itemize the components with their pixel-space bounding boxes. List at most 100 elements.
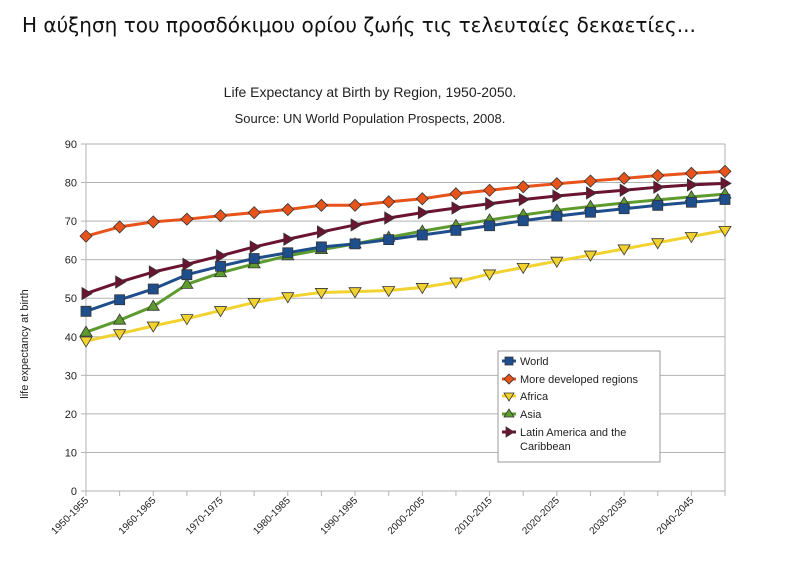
data-point-marker — [381, 286, 396, 298]
legend-item: More developed regions — [502, 373, 639, 386]
data-point-marker — [281, 202, 295, 217]
data-point-marker — [449, 277, 463, 289]
y-tick-label: 20 — [65, 409, 77, 421]
data-point-marker — [215, 260, 226, 272]
data-point-marker — [449, 187, 463, 201]
data-point-marker — [415, 283, 430, 295]
series-latin-america-and-the-caribbean — [81, 176, 732, 301]
y-tick-label: 30 — [65, 370, 77, 382]
data-point-marker — [484, 220, 495, 232]
x-tick-label: 2030-2035 — [588, 495, 630, 537]
data-point-marker — [283, 232, 295, 246]
data-point-marker — [115, 275, 127, 289]
data-point-marker — [180, 277, 194, 289]
data-point-marker — [247, 298, 261, 310]
data-point-marker — [653, 180, 665, 194]
data-point-marker — [213, 306, 228, 318]
series-world — [80, 194, 731, 317]
data-point-marker — [113, 220, 127, 234]
x-tick-label: 1970-1975 — [184, 495, 226, 537]
legend-item: Asia — [502, 408, 542, 421]
legend-label: Asia — [520, 409, 542, 421]
data-point-marker — [249, 240, 261, 254]
data-point-marker — [213, 209, 228, 223]
data-point-marker — [384, 211, 396, 225]
data-point-marker — [504, 356, 514, 366]
legend-label: More developed regions — [520, 374, 639, 386]
y-tick-label: 60 — [65, 255, 77, 267]
x-tick-label: 1960-1965 — [117, 495, 159, 537]
data-point-marker — [114, 294, 126, 306]
series-line — [85, 192, 726, 334]
data-point-marker — [314, 288, 329, 300]
data-point-marker — [684, 166, 698, 180]
chart-title: Life Expectancy at Birth by Region, 1950… — [224, 84, 517, 100]
data-point-marker — [247, 206, 261, 220]
data-point-marker — [651, 238, 665, 250]
legend-label: World — [520, 356, 549, 368]
y-tick-label: 40 — [65, 332, 77, 344]
data-point-marker — [503, 373, 515, 385]
data-point-marker — [146, 299, 160, 311]
chart-series — [79, 164, 732, 348]
y-tick-label: 90 — [65, 139, 77, 151]
data-point-marker — [485, 197, 497, 211]
data-point-marker — [348, 287, 362, 299]
data-point-marker — [505, 426, 515, 438]
data-point-marker — [551, 210, 563, 222]
data-point-marker — [586, 186, 598, 200]
data-point-marker — [516, 262, 530, 275]
data-point-marker — [148, 265, 161, 279]
data-point-marker — [146, 321, 160, 333]
slide-heading: Η αύξηση του προσδόκιμου ορίου ζωής τις … — [22, 13, 696, 37]
series-asia — [79, 187, 732, 337]
legend-label: Latin America and the Caribbean — [520, 427, 626, 453]
data-point-marker — [81, 286, 93, 301]
data-point-marker — [517, 215, 529, 227]
data-point-marker — [349, 238, 361, 250]
data-point-marker — [316, 241, 327, 253]
data-point-marker — [550, 177, 564, 191]
data-point-marker — [503, 392, 515, 402]
legend-item: Latin America and the Caribbean — [502, 426, 626, 453]
data-point-marker — [79, 229, 93, 243]
data-point-marker — [684, 232, 699, 244]
data-point-marker — [248, 253, 260, 264]
x-tick-label: 1980-1985 — [251, 495, 293, 537]
data-point-marker — [79, 336, 93, 348]
data-point-marker — [719, 194, 731, 205]
data-point-marker — [583, 174, 598, 188]
data-point-marker — [350, 218, 362, 232]
series-line — [85, 181, 726, 296]
data-point-marker — [146, 215, 160, 229]
data-point-marker — [213, 265, 228, 278]
data-point-marker — [652, 199, 664, 211]
data-point-marker — [482, 269, 497, 281]
data-point-marker — [552, 189, 564, 203]
data-point-marker — [314, 198, 328, 212]
data-point-marker — [348, 198, 362, 212]
y-axis-label: life expectancy at birth — [19, 289, 31, 398]
data-point-marker — [281, 292, 295, 304]
data-point-marker — [685, 196, 697, 208]
legend-box — [497, 350, 661, 463]
data-point-marker — [618, 203, 630, 215]
data-point-marker — [619, 183, 631, 197]
x-tick-label: 2040-2045 — [655, 495, 697, 537]
chart-legend: World More developed regions Africa Asia Lat… — [497, 350, 661, 463]
x-tick-label: 2020-2025 — [520, 495, 562, 537]
data-point-marker — [617, 244, 631, 256]
series-line — [85, 198, 726, 313]
x-tick-label: 2000-2005 — [386, 495, 428, 537]
series-more-developed-regions — [79, 164, 732, 243]
data-point-marker — [182, 257, 194, 271]
y-tick-label: 0 — [71, 486, 77, 498]
data-point-marker — [718, 225, 732, 238]
y-tick-label: 50 — [65, 293, 77, 305]
data-point-marker — [450, 224, 462, 236]
legend-label-line: Caribbean — [520, 441, 571, 453]
data-point-marker — [718, 164, 732, 178]
data-point-marker — [720, 176, 732, 191]
data-point-marker — [483, 183, 497, 197]
